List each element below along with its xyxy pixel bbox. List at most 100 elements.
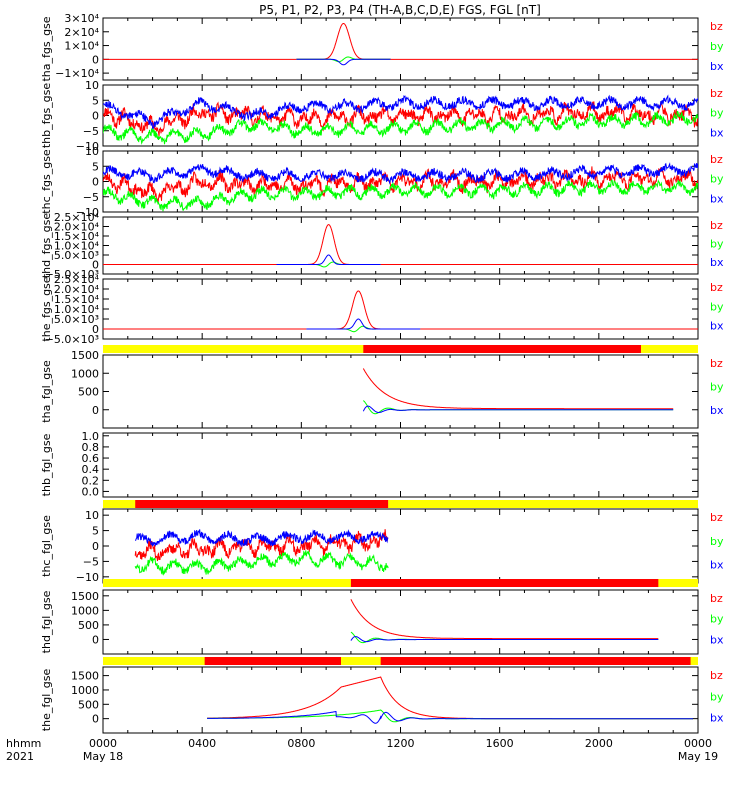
y-tick-label: 500 — [78, 619, 99, 632]
legend-bx: bx — [710, 712, 724, 725]
legend-bz: bz — [710, 153, 723, 166]
series-bz — [362, 368, 674, 410]
legend-bz: bz — [710, 357, 723, 370]
y-tick-label: 0 — [92, 53, 99, 66]
y-tick-label: 10 — [85, 145, 99, 158]
legend-bx: bx — [710, 256, 724, 269]
legend-by: by — [710, 173, 724, 186]
legend-bz: bz — [710, 219, 723, 232]
y-axis-label: the_fgs_gse — [40, 276, 53, 341]
series-group — [362, 368, 674, 415]
legend-by: by — [710, 535, 724, 548]
x-tick-label: 0400 — [188, 737, 216, 750]
legend-bx: bx — [710, 60, 724, 73]
panel-frame — [102, 432, 699, 498]
panel-the_fgs_gse: −5.0×10³05.0×10³1.0×10⁴1.5×10⁴2.0×10⁴2.5… — [40, 273, 724, 346]
legend-bx: bx — [710, 192, 724, 205]
y-tick-label: 3×10⁴ — [64, 12, 99, 25]
y-tick-label: 0 — [92, 540, 99, 553]
series-bz — [350, 599, 659, 640]
series-group — [103, 290, 698, 333]
y-tick-label: 0 — [92, 713, 99, 726]
y-tick-label: 1000 — [71, 367, 99, 380]
y-tick-label: 2.0×10⁴ — [54, 221, 100, 234]
panel-thd_fgs_gse: −5.0×10³05.0×10³1.0×10⁴1.5×10⁴2.0×10⁴2.5… — [40, 211, 724, 281]
x-tick-label: 1200 — [387, 737, 415, 750]
series-group — [134, 529, 389, 576]
y-axis-label: thd_fgs_gse — [40, 213, 53, 279]
mode-bar-bg — [103, 500, 698, 508]
y-tick-label: 0 — [92, 110, 99, 123]
series-group — [103, 224, 698, 268]
series-bx — [306, 318, 421, 330]
legend-bx: bx — [710, 320, 724, 333]
y-axis-label: thb_fgs_gse — [40, 83, 53, 149]
y-tick-label: 1000 — [71, 684, 99, 697]
legend-bz: bz — [710, 511, 723, 524]
y-tick-label: 1500 — [71, 349, 99, 362]
y-tick-label: 10 — [85, 509, 99, 522]
x-tick-date: May 18 — [83, 750, 123, 763]
y-tick-label: −5 — [83, 555, 99, 568]
y-tick-label: 5.0×10³ — [54, 313, 99, 326]
y-tick-label: 2.5×10⁴ — [54, 273, 100, 286]
legend-bz: bz — [710, 669, 723, 682]
y-tick-label: 2.5×10⁴ — [54, 211, 100, 224]
legend-by: by — [710, 300, 724, 313]
legend-bx: bx — [710, 126, 724, 139]
y-tick-label: −5 — [83, 191, 99, 204]
legend-bz: bz — [710, 20, 723, 33]
y-tick-label: 0.2 — [82, 474, 100, 487]
legend-bz: bz — [710, 87, 723, 100]
y-tick-label: −10 — [76, 206, 99, 219]
x-tick-label: 2000 — [585, 737, 613, 750]
series-bz — [296, 23, 391, 60]
series-group — [350, 599, 659, 644]
series-group — [207, 676, 693, 724]
legend-bz: bz — [710, 592, 723, 605]
series-by — [103, 110, 698, 145]
panel-frame — [102, 17, 699, 81]
panel-frame — [102, 508, 699, 584]
legend-bx: bx — [710, 633, 724, 646]
y-tick-label: 1.0×10⁴ — [54, 240, 100, 253]
y-axis-label: thb_fgl_gse — [40, 433, 53, 496]
time-axis-label-bottom: 2021 — [6, 750, 34, 763]
series-bx — [362, 405, 674, 413]
panel-frame — [102, 278, 699, 340]
y-tick-label: −5.0×10³ — [45, 333, 99, 346]
legend-by: by — [710, 613, 724, 626]
legend-bx: bx — [710, 559, 724, 572]
y-tick-label: 5.0×10³ — [54, 249, 99, 262]
y-tick-label: −1×10⁴ — [55, 67, 99, 80]
y-axis-label: tha_fgl_gse — [40, 360, 53, 423]
y-tick-label: 0.0 — [82, 485, 100, 498]
panel-frame — [102, 216, 699, 275]
series-group — [103, 23, 698, 66]
x-tick-label: 0800 — [287, 737, 315, 750]
y-axis-label: thd_fgl_gse — [40, 590, 53, 653]
series-bz — [103, 166, 698, 204]
panel-thb_fgs_gse: −10 −5 0 5 10 thb_fgs_gse bz by bx — [40, 79, 724, 153]
series-group — [103, 94, 698, 145]
y-tick-label: 0 — [92, 404, 99, 417]
mode-bar-fast — [350, 579, 659, 587]
time-axis-label-top: hhmm — [6, 737, 41, 750]
series-bx — [276, 254, 381, 265]
series-group — [103, 162, 698, 212]
x-tick-label: 0000 — [684, 737, 712, 750]
series-bz — [306, 290, 421, 330]
y-tick-label: 0 — [92, 259, 99, 272]
series-by — [103, 179, 698, 212]
legend-by: by — [710, 40, 724, 53]
y-tick-label: 10 — [85, 79, 99, 92]
series-by — [207, 709, 693, 723]
series-bz — [103, 100, 698, 137]
y-tick-label: 0.6 — [82, 452, 100, 465]
y-tick-label: 0.4 — [82, 463, 100, 476]
series-bx — [207, 711, 693, 724]
series-bz — [134, 529, 389, 562]
